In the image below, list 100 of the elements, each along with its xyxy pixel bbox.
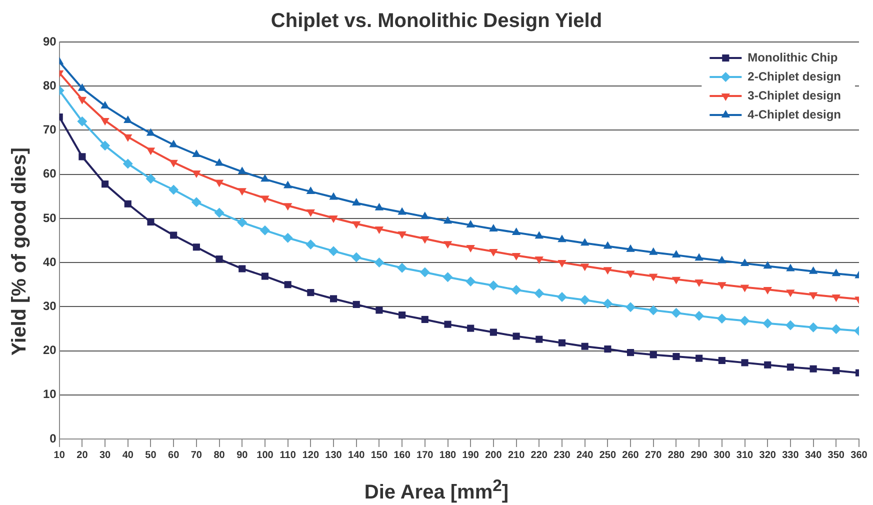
point xyxy=(649,247,658,255)
y-tick-label: 20 xyxy=(42,343,57,358)
x-tick-label: 190 xyxy=(462,450,480,461)
point xyxy=(467,324,474,332)
point xyxy=(808,292,818,300)
y-tick-label: 10 xyxy=(42,387,57,402)
x-tick-label: 340 xyxy=(804,450,822,461)
x-tick-label: 210 xyxy=(508,450,526,461)
point xyxy=(306,239,316,250)
point xyxy=(352,300,360,308)
point xyxy=(718,282,726,290)
point xyxy=(740,284,750,292)
point xyxy=(580,238,590,246)
point xyxy=(78,83,87,91)
x-tick-label: 130 xyxy=(325,450,342,461)
chart-title: Chiplet vs. Monolithic Design Yield xyxy=(270,10,604,33)
y-tick-label: 0 xyxy=(50,431,57,446)
x-tick-label: 100 xyxy=(256,450,274,461)
point xyxy=(284,281,292,288)
point xyxy=(442,272,453,282)
point xyxy=(102,180,109,188)
point xyxy=(696,354,703,362)
point xyxy=(376,306,383,314)
point xyxy=(420,212,430,220)
point xyxy=(466,276,476,287)
y-axis-title: Yield [% of good dies] xyxy=(8,146,32,358)
point xyxy=(672,250,681,258)
x-tick-label: 280 xyxy=(668,450,685,461)
point xyxy=(718,356,726,364)
point xyxy=(718,256,726,264)
point xyxy=(466,220,475,228)
point xyxy=(785,320,796,330)
x-tick-label: 330 xyxy=(782,450,800,461)
point xyxy=(810,365,817,372)
point xyxy=(762,318,773,328)
x-tick-label: 60 xyxy=(168,450,180,461)
x-tick-label: 80 xyxy=(214,450,226,461)
point xyxy=(374,258,384,268)
point xyxy=(534,231,544,239)
point xyxy=(534,288,544,298)
point xyxy=(397,262,408,273)
point xyxy=(398,231,406,239)
point xyxy=(786,290,795,298)
point xyxy=(100,100,110,108)
point xyxy=(786,364,794,371)
point xyxy=(169,140,178,148)
point xyxy=(740,258,750,266)
point xyxy=(580,295,590,306)
point xyxy=(556,292,567,302)
legend-label: 3-Chiplet design xyxy=(748,88,842,102)
x-tick-label: 220 xyxy=(530,450,548,461)
point xyxy=(260,225,270,236)
point xyxy=(671,308,682,318)
point xyxy=(170,232,178,239)
point xyxy=(832,268,840,276)
point xyxy=(649,274,658,282)
point xyxy=(626,349,634,356)
point xyxy=(650,351,657,358)
legend-label: 4-Chiplet design xyxy=(748,107,842,122)
point xyxy=(764,361,772,368)
point xyxy=(77,116,88,126)
point xyxy=(536,336,543,343)
point xyxy=(694,253,704,261)
x-tick-label: 310 xyxy=(736,450,754,461)
y-tick-label: 70 xyxy=(42,122,57,137)
point xyxy=(694,310,704,321)
point xyxy=(329,192,338,200)
point xyxy=(147,218,154,226)
point xyxy=(808,322,818,332)
point xyxy=(122,158,133,169)
point xyxy=(558,234,566,242)
y-tick-label: 90 xyxy=(42,34,57,48)
x-tick-label: 140 xyxy=(348,450,366,461)
point xyxy=(443,216,452,224)
x-tick-label: 180 xyxy=(439,450,457,461)
x-tick-label: 10 xyxy=(54,450,66,461)
x-tick-label: 110 xyxy=(280,450,296,461)
point xyxy=(374,202,384,210)
point xyxy=(216,255,223,263)
x-tick-label: 250 xyxy=(599,450,616,461)
point xyxy=(512,253,521,260)
y-tick-label: 40 xyxy=(42,254,57,269)
point xyxy=(351,252,362,262)
point xyxy=(672,276,681,284)
point xyxy=(831,324,842,334)
point xyxy=(124,116,132,124)
point xyxy=(307,289,314,296)
y-tick-label: 80 xyxy=(42,78,57,92)
point xyxy=(694,279,704,287)
point xyxy=(444,320,452,328)
x-tick-label: 360 xyxy=(850,450,868,461)
x-tick-label: 70 xyxy=(190,450,202,461)
point xyxy=(763,261,772,269)
x-tick-label: 170 xyxy=(416,450,434,461)
point xyxy=(124,200,132,208)
point xyxy=(330,295,338,302)
point xyxy=(808,266,818,274)
x-tick-label: 20 xyxy=(76,450,88,461)
x-tick-label: 320 xyxy=(759,450,776,461)
point xyxy=(398,312,406,319)
